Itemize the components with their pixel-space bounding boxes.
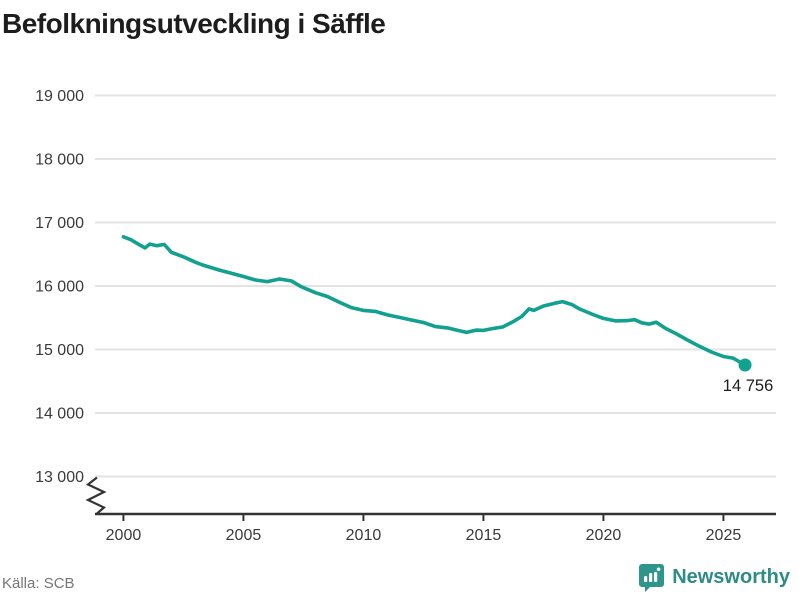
y-axis-tick-label: 13 000 [35,469,84,486]
source-note: Källa: SCB [2,575,75,592]
x-axis-tick-label: 2025 [706,527,742,544]
x-axis-tick-label: 2010 [346,527,382,544]
newsworthy-logo-text: Newsworthy [672,566,790,588]
last-point-value-label: 14 756 [723,377,773,395]
x-axis-tick-label: 2015 [466,527,502,544]
x-axis-tick-label: 2000 [106,527,142,544]
x-axis-tick-label: 2005 [226,527,262,544]
newsworthy-bars-icon [638,563,665,592]
y-axis-tick-label: 17 000 [35,215,84,232]
population-series-line [121,235,747,367]
y-axis-tick-label: 18 000 [35,152,84,169]
x-axis-tick-label: 2020 [586,527,622,544]
y-axis-tick-label: 16 000 [35,279,84,296]
last-point-marker [738,358,752,372]
y-axis-tick-label: 15 000 [35,342,84,359]
newsworthy-logo: Newsworthy [638,563,790,592]
y-axis-break-icon [85,476,107,515]
y-axis-tick-label: 14 000 [35,406,84,423]
y-axis-tick-label: 19 000 [35,88,84,105]
page-title: Befolkningsutveckling i Säffle [2,8,386,39]
